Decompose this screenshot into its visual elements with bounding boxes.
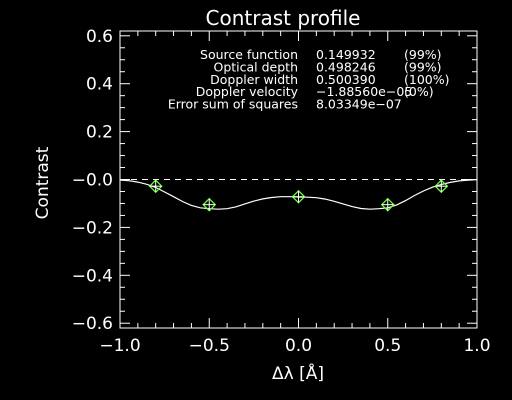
annotation-percent: (100%) xyxy=(404,72,450,87)
x-tick-label: 0.5 xyxy=(374,336,401,356)
annotation-value: 0.149932 xyxy=(316,47,376,62)
annotation-label: Error sum of squares xyxy=(168,97,298,112)
y-tick-label: −0.0 xyxy=(72,171,113,191)
annotation-label: Optical depth xyxy=(213,59,298,74)
y-tick-label: 0.2 xyxy=(86,123,113,143)
x-tick-label: 0.0 xyxy=(285,336,312,356)
y-axis-label: Contrast xyxy=(33,146,53,219)
y-tick-label: −0.2 xyxy=(72,218,113,238)
y-tick-label: −0.4 xyxy=(72,266,113,286)
annotation-percent: (0%) xyxy=(404,84,434,99)
x-tick-label: −1.0 xyxy=(99,336,140,356)
annotation-value: −1.88560e−05 xyxy=(316,84,412,99)
annotation-value: 0.498246 xyxy=(316,59,376,74)
annotation-percent: (99%) xyxy=(404,47,442,62)
chart-title: Contrast profile xyxy=(206,6,361,30)
x-tick-label: −0.5 xyxy=(189,336,230,356)
annotation-label: Source function xyxy=(200,47,298,62)
annotation-value: 8.03349e−07 xyxy=(316,97,402,112)
annotation-label: Doppler velocity xyxy=(196,84,299,99)
y-tick-label: 0.4 xyxy=(86,75,113,95)
annotation-label: Doppler width xyxy=(210,72,298,87)
annotation-percent: (99%) xyxy=(404,59,442,74)
x-axis-label: Δλ [Å] xyxy=(272,362,324,384)
annotation-value: 0.500390 xyxy=(316,72,376,87)
y-tick-label: −0.6 xyxy=(72,314,113,334)
x-tick-label: 1.0 xyxy=(463,336,490,356)
y-tick-label: 0.6 xyxy=(86,27,113,47)
